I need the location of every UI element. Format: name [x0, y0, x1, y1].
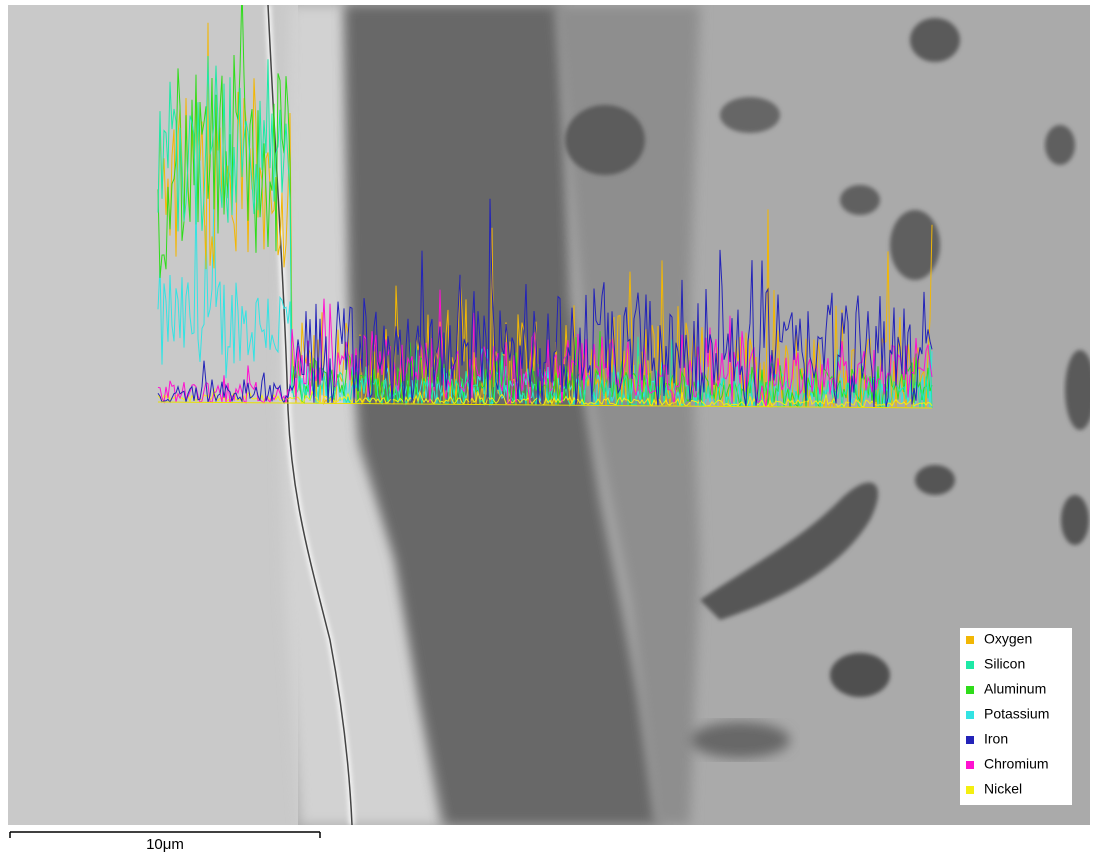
scale-bar: 10μm	[10, 832, 320, 853]
legend-label: Iron	[984, 731, 1008, 747]
legend: Oxygen Silicon Aluminum Potassium Iron Chromi…	[960, 628, 1072, 805]
legend-label: Silicon	[984, 656, 1025, 672]
legend-label: Oxygen	[984, 631, 1032, 647]
legend-swatch	[966, 686, 974, 694]
legend-swatch	[966, 786, 974, 794]
micrograph	[8, 0, 1093, 825]
legend-swatch	[966, 761, 974, 769]
legend-swatch	[966, 661, 974, 669]
legend-label: Potassium	[984, 706, 1049, 722]
legend-label: Chromium	[984, 756, 1049, 772]
legend-swatch	[966, 711, 974, 719]
legend-swatch	[966, 636, 974, 644]
legend-label: Nickel	[984, 781, 1022, 797]
page: Oxygen Silicon Aluminum Potassium Iron Chromi…	[0, 0, 1093, 854]
scale-label: 10μm	[146, 836, 184, 853]
legend-swatch	[966, 736, 974, 744]
legend-label: Aluminum	[984, 681, 1046, 697]
